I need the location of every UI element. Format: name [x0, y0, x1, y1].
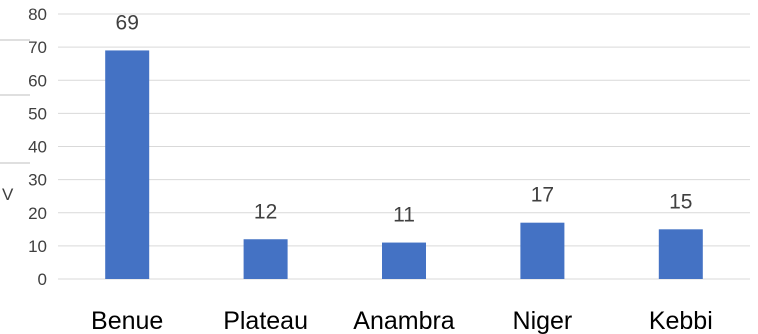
edge-glyph-text: V	[2, 185, 14, 204]
category-label: Kebbi	[649, 307, 713, 334]
category-label: Niger	[513, 307, 573, 334]
gridlines	[58, 13, 750, 280]
y-tick-label: 60	[28, 71, 47, 90]
category-label: Anambra	[353, 307, 455, 334]
y-tick-label: 0	[38, 270, 47, 289]
bar-plateau	[243, 239, 288, 279]
y-axis-tick-labels: 0 10 20 30 40 50 60 70 80	[28, 5, 47, 289]
category-label: Plateau	[223, 307, 308, 334]
bar-niger	[520, 222, 565, 279]
data-label: 69	[116, 11, 139, 34]
data-label: 15	[669, 190, 692, 213]
bar-anambra	[382, 242, 426, 279]
category-label: Benue	[91, 307, 163, 334]
y-tick-label: 30	[28, 171, 47, 190]
y-tick-label: 20	[28, 204, 47, 223]
y-tick-label: 50	[28, 104, 47, 123]
category-labels: Benue Plateau Anambra Niger Kebbi	[91, 307, 713, 334]
y-tick-label: 80	[28, 5, 47, 24]
bars	[105, 50, 703, 279]
left-edge-fragment: V	[0, 39, 30, 204]
y-tick-label: 70	[28, 38, 47, 57]
bar-kebbi	[658, 229, 703, 279]
y-tick-label: 40	[28, 138, 47, 157]
data-labels: 69 12 11 17 15	[116, 11, 693, 226]
data-label: 11	[393, 204, 415, 227]
data-label: 12	[254, 200, 277, 223]
y-tick-label: 10	[28, 237, 47, 256]
bar-benue	[105, 50, 150, 279]
data-label: 17	[531, 184, 554, 207]
